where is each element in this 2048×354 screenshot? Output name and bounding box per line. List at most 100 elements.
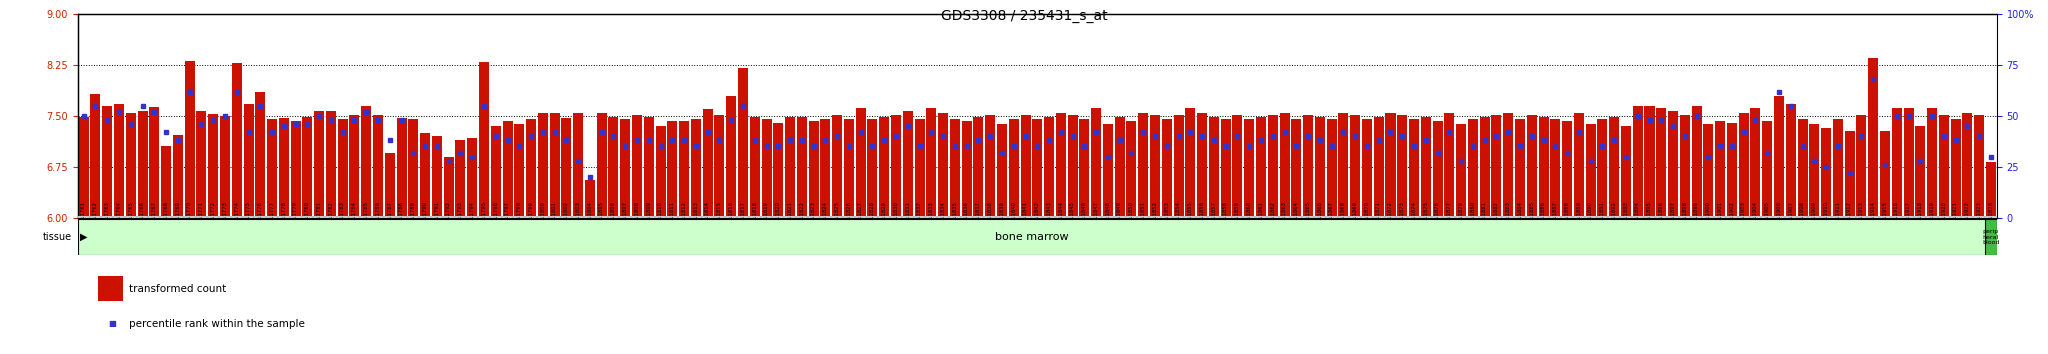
Text: GSM311818: GSM311818 <box>752 201 758 233</box>
Text: GSM311800: GSM311800 <box>541 201 545 233</box>
Bar <box>891 115 901 218</box>
Bar <box>1008 216 1020 218</box>
Text: GSM311874: GSM311874 <box>1411 201 1417 233</box>
Bar <box>1704 124 1714 218</box>
Bar <box>1808 124 1819 218</box>
Bar <box>1610 117 1620 218</box>
Bar <box>1055 216 1067 218</box>
Bar <box>1702 216 1714 218</box>
Bar <box>231 63 242 218</box>
Text: GSM311922: GSM311922 <box>1964 201 1970 233</box>
Bar <box>1139 113 1149 218</box>
Bar <box>1337 216 1350 218</box>
Bar <box>1057 113 1065 218</box>
Bar <box>618 216 631 218</box>
Bar <box>1843 216 1855 218</box>
Bar <box>1962 216 1974 218</box>
Bar <box>360 216 373 218</box>
Bar <box>303 117 313 218</box>
Bar <box>1550 119 1561 218</box>
Text: GSM311791: GSM311791 <box>434 201 440 233</box>
Bar <box>256 92 266 218</box>
Text: GSM311884: GSM311884 <box>1518 201 1522 233</box>
Text: GSM311911: GSM311911 <box>1835 201 1841 233</box>
Bar <box>1692 216 1702 218</box>
Text: GSM311888: GSM311888 <box>1565 201 1569 233</box>
Bar <box>1372 216 1384 218</box>
Bar <box>1526 115 1536 218</box>
Bar <box>279 118 289 218</box>
Text: GSM311909: GSM311909 <box>1812 201 1817 233</box>
Bar <box>1903 108 1913 218</box>
Bar <box>162 147 172 218</box>
Bar <box>313 110 324 218</box>
Bar <box>821 119 829 218</box>
Bar <box>1786 104 1796 218</box>
Text: GSM311881: GSM311881 <box>1483 201 1487 233</box>
Text: GSM311801: GSM311801 <box>553 201 557 233</box>
Bar <box>1362 216 1372 218</box>
Bar <box>1067 216 1079 218</box>
Bar <box>1032 119 1042 218</box>
Bar <box>1456 124 1466 218</box>
Bar <box>1855 216 1868 218</box>
Text: percentile rank within the sample: percentile rank within the sample <box>129 319 305 329</box>
Bar <box>596 216 608 218</box>
Bar <box>489 216 502 218</box>
Bar <box>1384 216 1397 218</box>
Bar <box>1255 216 1268 218</box>
Bar <box>668 121 678 218</box>
Bar <box>1315 117 1325 218</box>
Bar <box>514 216 524 218</box>
Bar <box>383 216 395 218</box>
Bar <box>242 216 254 218</box>
Text: GSM311785: GSM311785 <box>365 201 369 233</box>
Bar <box>1821 216 1833 218</box>
Text: GSM311861: GSM311861 <box>1260 201 1264 233</box>
Text: GSM311857: GSM311857 <box>1212 201 1217 233</box>
Bar <box>430 216 442 218</box>
Bar <box>348 216 360 218</box>
Text: GSM311832: GSM311832 <box>918 201 922 233</box>
Text: GSM311902: GSM311902 <box>1729 201 1735 233</box>
Text: GSM311830: GSM311830 <box>893 201 899 233</box>
Bar <box>1751 108 1761 218</box>
Bar <box>147 216 160 218</box>
Bar <box>1950 119 1960 218</box>
Bar <box>1350 216 1362 218</box>
Bar <box>1833 216 1843 218</box>
Text: GSM311805: GSM311805 <box>600 201 604 233</box>
Bar <box>1386 113 1395 218</box>
Bar <box>621 119 631 218</box>
Text: GSM311775: GSM311775 <box>246 201 252 233</box>
Bar <box>1174 216 1184 218</box>
Bar <box>244 104 254 218</box>
Bar <box>913 216 926 218</box>
Bar <box>1538 216 1550 218</box>
Bar <box>1362 119 1372 218</box>
Bar <box>1149 216 1161 218</box>
Bar <box>1774 96 1784 218</box>
Text: GSM311918: GSM311918 <box>1917 201 1923 233</box>
Bar <box>819 216 831 218</box>
Bar <box>926 108 936 218</box>
Bar <box>1010 119 1018 218</box>
Bar <box>1397 115 1407 218</box>
Bar <box>1749 216 1761 218</box>
Text: GSM311845: GSM311845 <box>1071 201 1075 233</box>
Bar <box>172 216 184 218</box>
Bar <box>1739 113 1749 218</box>
Text: GSM311867: GSM311867 <box>1329 201 1333 233</box>
Text: GSM311916: GSM311916 <box>1894 201 1898 233</box>
Text: GSM311883: GSM311883 <box>1505 201 1511 233</box>
Text: GSM311786: GSM311786 <box>375 201 381 233</box>
Text: GSM311778: GSM311778 <box>281 201 287 233</box>
Bar <box>1303 115 1313 218</box>
Text: GSM311842: GSM311842 <box>1034 201 1040 233</box>
Text: GSM311853: GSM311853 <box>1165 201 1169 233</box>
Text: GSM311837: GSM311837 <box>977 201 981 233</box>
Bar <box>1667 216 1679 218</box>
Text: GSM311917: GSM311917 <box>1907 201 1911 233</box>
Text: GSM311915: GSM311915 <box>1882 201 1888 233</box>
Text: GSM311903: GSM311903 <box>1741 201 1747 233</box>
